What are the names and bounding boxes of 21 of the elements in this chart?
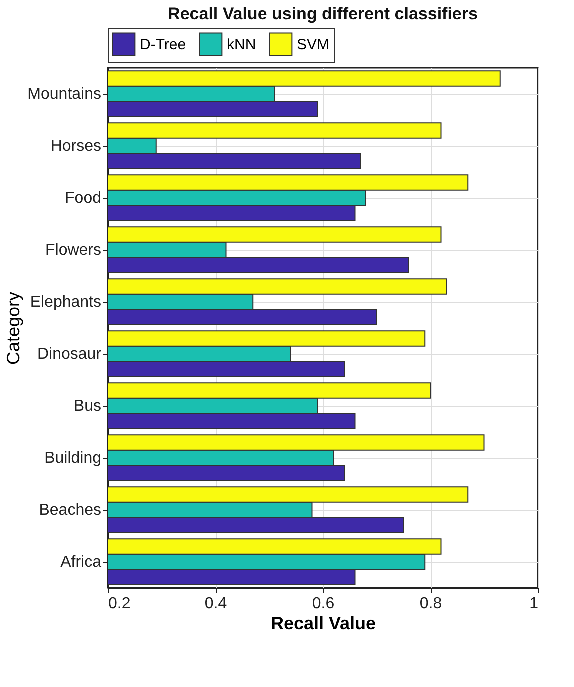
- x-tick-label: 0.6: [312, 596, 335, 612]
- y-tick-label: Food: [65, 190, 102, 207]
- legend-label: SVM: [297, 36, 330, 54]
- legend-label: D-Tree: [140, 36, 186, 54]
- x-tick-label: 1: [530, 596, 539, 612]
- y-tick-label: Mountains: [28, 86, 102, 103]
- y-tick-label: Bus: [74, 398, 102, 415]
- x-tick-label: 0.8: [420, 596, 442, 612]
- y-tick-label: Elephants: [30, 294, 102, 311]
- y-tick-label: Africa: [60, 554, 102, 571]
- x-tick-label: 0.4: [204, 596, 228, 612]
- y-tick-label: Dinosaur: [37, 346, 102, 363]
- y-tick-label: Horses: [50, 138, 102, 155]
- y-axis-title: Category: [4, 292, 24, 366]
- y-tick-label: Beaches: [39, 502, 102, 519]
- x-axis-title: Recall Value: [270, 614, 376, 634]
- y-tick-label: Building: [44, 450, 102, 467]
- x-tick-label: 0.2: [108, 596, 131, 612]
- legend-label: kNN: [227, 36, 256, 54]
- y-tick-label: Flowers: [45, 242, 102, 259]
- chart-title: Recall Value using different classifiers: [168, 4, 478, 24]
